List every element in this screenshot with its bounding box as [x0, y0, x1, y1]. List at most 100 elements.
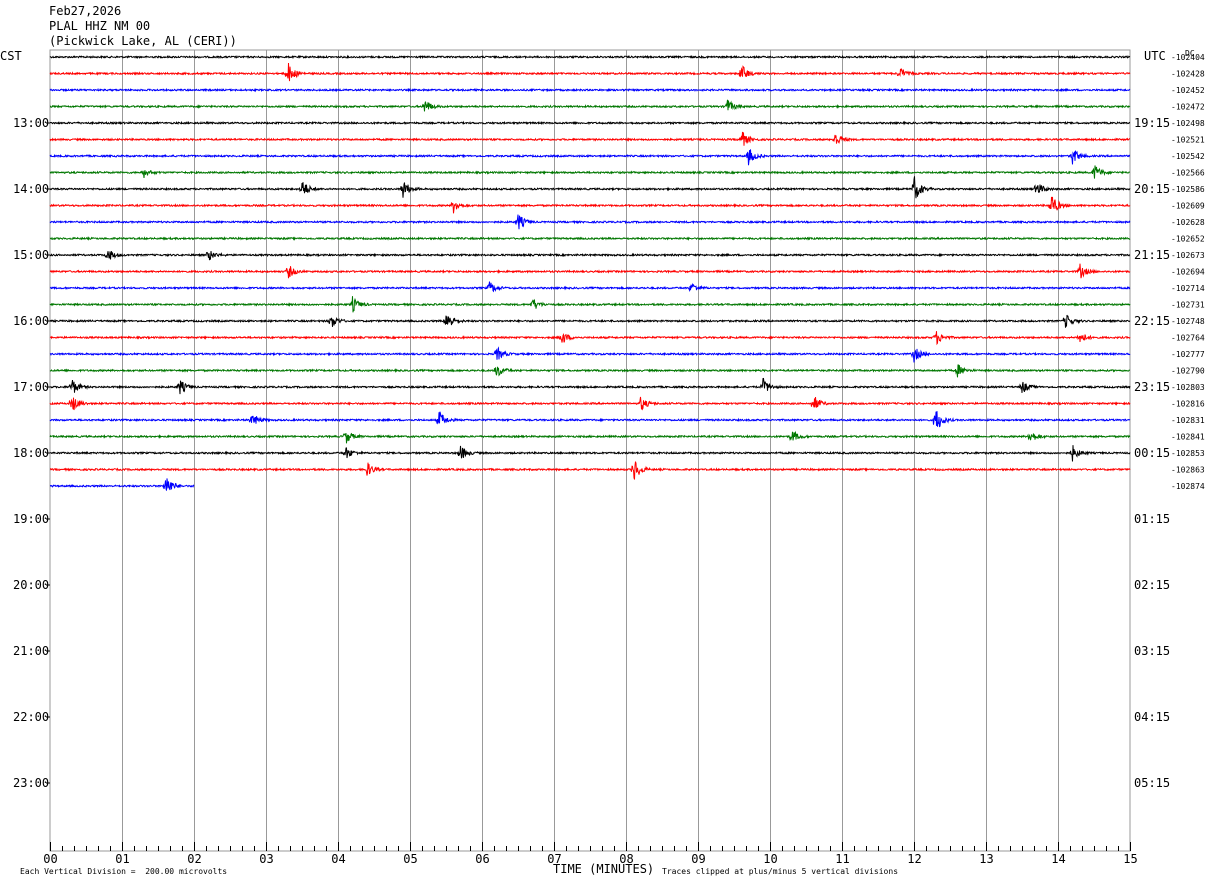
dc-offset-label: -102853: [1171, 449, 1205, 458]
dc-offset-label: -102874: [1171, 482, 1205, 491]
seismic-trace: [49, 165, 1130, 179]
right-hour-label: 22:15: [1134, 314, 1170, 328]
dc-offset-label: -102609: [1171, 202, 1205, 211]
seismic-trace: [49, 149, 1130, 166]
dc-offset-label: -102764: [1171, 334, 1205, 343]
left-timezone-label: CST: [0, 49, 22, 63]
dc-offset-label: -102404: [1171, 53, 1205, 62]
dc-offset-label: -102542: [1171, 152, 1205, 161]
dc-offset-label: -102831: [1171, 416, 1205, 425]
left-hour-label: 23:00: [13, 776, 49, 790]
x-axis-label: TIME (MINUTES): [553, 862, 655, 876]
right-hour-label: 02:15: [1134, 578, 1170, 592]
dc-offset-label: -102586: [1171, 185, 1205, 194]
right-timezone-label: UTC: [1144, 49, 1166, 63]
right-hour-label: 03:15: [1134, 644, 1170, 658]
seismic-trace: [49, 478, 195, 491]
seismic-trace: [49, 314, 1131, 328]
x-tick-label: 02: [187, 852, 201, 866]
x-tick-label: 15: [1123, 852, 1137, 866]
dc-offset-label: -102652: [1171, 235, 1205, 244]
clip-note: Traces clipped at plus/minus 5 vertical …: [662, 867, 899, 876]
left-hour-label: 20:00: [13, 578, 49, 592]
seismic-trace: [49, 346, 1131, 363]
dc-offset-label: -102803: [1171, 383, 1205, 392]
dc-offset-label: -102841: [1171, 433, 1205, 442]
right-hour-label: 04:15: [1134, 710, 1170, 724]
x-tick-label: 03: [259, 852, 273, 866]
seismic-trace: [49, 430, 1131, 444]
dc-offset-label: -102731: [1171, 301, 1205, 310]
station-title: PLAL HHZ NM 00: [49, 19, 151, 33]
seismic-trace: [49, 411, 1131, 428]
dc-offset-label: -102521: [1171, 136, 1205, 145]
left-hour-label: 17:00: [13, 380, 49, 394]
seismic-trace: [49, 396, 1131, 411]
right-hour-label: 19:15: [1134, 116, 1170, 130]
x-tick-label: 10: [763, 852, 777, 866]
seismic-trace: [49, 377, 1131, 395]
seismic-trace: [50, 120, 1131, 126]
seismic-trace: [50, 461, 1131, 480]
left-hour-label: 22:00: [13, 710, 49, 724]
seismic-trace: [49, 263, 1131, 279]
x-tick-label: 06: [475, 852, 489, 866]
dc-offset-label: -102790: [1171, 367, 1205, 376]
seismic-trace: [49, 54, 1131, 60]
seismic-trace: [49, 196, 1131, 214]
left-hour-label: 14:00: [13, 182, 49, 196]
x-tick-label: 01: [115, 852, 129, 866]
x-tick-label: 04: [331, 852, 345, 866]
dc-offset-label: -102748: [1171, 317, 1205, 326]
right-hour-label: 23:15: [1134, 380, 1170, 394]
x-tick-label: 08: [619, 852, 633, 866]
left-hour-label: 13:00: [13, 116, 49, 130]
seismic-trace: [49, 364, 1131, 378]
dc-offset-label: -102816: [1171, 400, 1205, 409]
dc-offset-label: -102628: [1171, 218, 1205, 227]
seismic-trace: [49, 296, 1131, 313]
dc-offset-label: -102863: [1171, 466, 1205, 475]
dc-offset-label: -102714: [1171, 284, 1205, 293]
right-hour-label: 05:15: [1134, 776, 1170, 790]
left-hour-label: 16:00: [13, 314, 49, 328]
dc-offset-label: -102694: [1171, 268, 1205, 277]
dc-offset-label: -102566: [1171, 169, 1205, 178]
dc-label: DC: [1185, 49, 1195, 58]
right-hour-label: 00:15: [1134, 446, 1170, 460]
x-tick-label: 05: [403, 852, 417, 866]
plot-frame: [49, 49, 1131, 852]
date-title: Feb27,2026: [49, 4, 122, 18]
seismic-trace: [49, 281, 1131, 293]
x-tick-label: 12: [907, 852, 921, 866]
seismic-trace: [49, 331, 1131, 346]
seismic-trace: [49, 99, 1131, 112]
left-hour-label: 18:00: [13, 446, 49, 460]
dc-offset-label: -102452: [1171, 86, 1205, 95]
dc-offset-label: -102498: [1171, 119, 1205, 128]
x-tick-label: 07: [547, 852, 561, 866]
dc-offset-label: -102777: [1171, 350, 1205, 359]
right-hour-label: 21:15: [1134, 248, 1170, 262]
location-title: (Pickwick Lake, AL (CERI)): [49, 34, 237, 48]
right-hour-label: 20:15: [1134, 182, 1170, 196]
x-tick-label: 13: [979, 852, 993, 866]
x-tick-label: 00: [43, 852, 57, 866]
seismic-trace: [49, 62, 1131, 82]
seismic-trace: [49, 176, 1131, 199]
seismic-trace: [49, 131, 1131, 146]
seismic-trace: [49, 251, 1131, 261]
x-tick-label: 09: [691, 852, 705, 866]
dc-offset-label: -102428: [1171, 70, 1205, 79]
left-hour-label: 19:00: [13, 512, 49, 526]
seismic-trace: [49, 214, 1131, 230]
right-hour-label: 01:15: [1134, 512, 1170, 526]
x-tick-label: 14: [1051, 852, 1065, 866]
left-hour-label: 15:00: [13, 248, 49, 262]
seismic-trace: [49, 236, 1131, 241]
seismic-trace: [49, 445, 1131, 462]
dc-offset-label: -102472: [1171, 103, 1205, 112]
left-hour-label: 21:00: [13, 644, 49, 658]
x-tick-label: 11: [835, 852, 849, 866]
